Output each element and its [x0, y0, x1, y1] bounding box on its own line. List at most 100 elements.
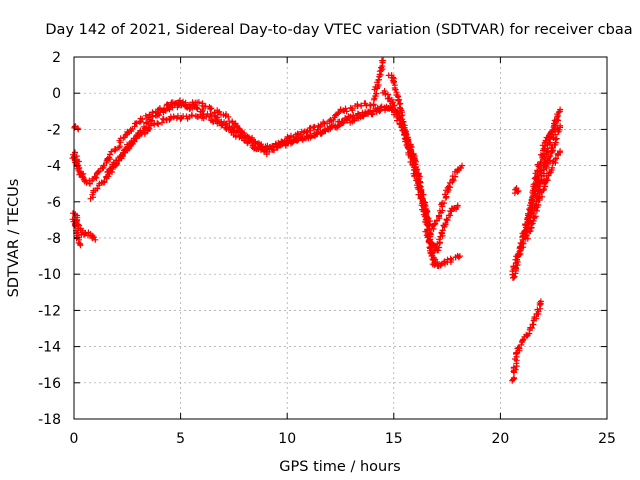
x-axis-label: GPS time / hours [279, 459, 400, 475]
y-tick-label: -8 [47, 231, 61, 247]
data-point-segment [327, 109, 343, 125]
y-tick-label: -2 [47, 122, 61, 138]
data-point-segment [82, 229, 94, 239]
data-point [557, 148, 564, 155]
data-point-segment [513, 345, 523, 360]
data-point-segment [513, 185, 521, 195]
y-tick-label: -6 [47, 195, 61, 211]
y-tick-label: -4 [47, 159, 61, 175]
data-point-segment [305, 128, 322, 142]
y-tick-label: -18 [38, 412, 61, 428]
data-point [380, 57, 387, 64]
data-point-segment [528, 174, 540, 203]
y-tick-label: -10 [38, 267, 61, 283]
x-tick-label: 5 [176, 431, 185, 447]
axis-ticks: 0 5 10 15 20 25 -18 -16 -14 -12 -10 -8 -6 -4 -2 0 2 [38, 50, 616, 447]
chart-title: Day 142 of 2021, Sidereal Day-to-day VTE… [45, 22, 632, 38]
data-point-segment [390, 75, 401, 100]
data-point-segment [220, 111, 236, 126]
data-point-segment [411, 157, 423, 180]
data-point-segment [426, 243, 439, 263]
data-point-segment [124, 131, 141, 150]
data-point [79, 173, 86, 180]
data-point-segment [444, 256, 454, 266]
data-point-segment [532, 158, 545, 178]
series-trace-n [524, 117, 561, 226]
data-point-segment [395, 96, 406, 123]
series-trace-e [385, 72, 466, 232]
series-trace-h [69, 216, 84, 249]
data-point-segment [69, 216, 79, 230]
data-point-segment [422, 226, 434, 250]
data-point-segment [90, 169, 102, 182]
data-point-segment [447, 254, 459, 263]
data-point-segment [531, 201, 542, 220]
data-point-segment [73, 163, 82, 174]
data-point-segment [529, 314, 540, 328]
data-point-segment [317, 125, 331, 137]
data-point-segment [359, 107, 374, 119]
series-trace-j [70, 149, 87, 180]
data-point-segment [399, 118, 410, 141]
data-point [459, 162, 466, 169]
series-trace-f [422, 226, 463, 269]
y-tick-label: -14 [38, 340, 61, 356]
data-point-segment [347, 110, 362, 121]
y-tick-label: 2 [52, 50, 61, 66]
data-point-segment [439, 258, 448, 267]
data-point-segment [433, 236, 444, 254]
data-point [557, 106, 564, 113]
data-point-segment [113, 146, 130, 167]
data-point [515, 187, 522, 194]
data-point-segment [337, 104, 354, 115]
data-point-segment [527, 214, 538, 232]
data-point-segment [135, 119, 150, 139]
data-point-segment [89, 232, 97, 242]
data-point-segment [454, 164, 464, 173]
data-point-segment [103, 159, 120, 180]
data-point-segment [83, 177, 96, 187]
data-point-segment [92, 180, 103, 194]
data-point-segment [380, 88, 391, 98]
data-point-segment [71, 123, 81, 132]
y-tick-label: -12 [38, 303, 61, 319]
data-point-segment [154, 115, 173, 127]
x-tick-label: 25 [598, 431, 616, 447]
data-point [456, 253, 463, 260]
y-tick-label: 0 [52, 86, 61, 102]
x-tick-label: 0 [70, 431, 79, 447]
x-tick-label: 15 [385, 431, 403, 447]
data-point-segment [543, 169, 554, 179]
data-point [557, 122, 564, 129]
data-point-segment [370, 77, 382, 109]
data-point-segment [548, 135, 559, 155]
data-point-segment [509, 356, 520, 384]
y-axis-label: SDTVAR / TECUs [6, 179, 22, 298]
data-point-segment [526, 324, 536, 337]
data-point-segment [295, 128, 311, 138]
series-trace-m [522, 148, 564, 242]
data-point-segment [370, 104, 384, 115]
data-point [554, 117, 561, 124]
x-tick-label: 10 [278, 431, 296, 447]
data-point-segment [437, 222, 448, 240]
data-point-segment [178, 113, 193, 122]
data-point [77, 242, 84, 249]
series-trace-p [511, 185, 522, 197]
data-point-segment [221, 119, 237, 131]
data-point-segment [385, 72, 397, 81]
data-point-segment [509, 262, 521, 281]
x-tick-label: 20 [491, 431, 509, 447]
data-point-segment [511, 186, 519, 197]
data-point-segment [547, 127, 556, 140]
series-trace-o [509, 298, 544, 384]
data-point-segment [538, 142, 549, 161]
data-point-segment [519, 331, 531, 344]
data-point-segment [188, 111, 204, 120]
y-tick-label: -16 [38, 376, 61, 392]
data-point [454, 202, 461, 209]
data-series [69, 57, 564, 384]
data-point-segment [434, 262, 444, 269]
data-point [92, 236, 99, 243]
